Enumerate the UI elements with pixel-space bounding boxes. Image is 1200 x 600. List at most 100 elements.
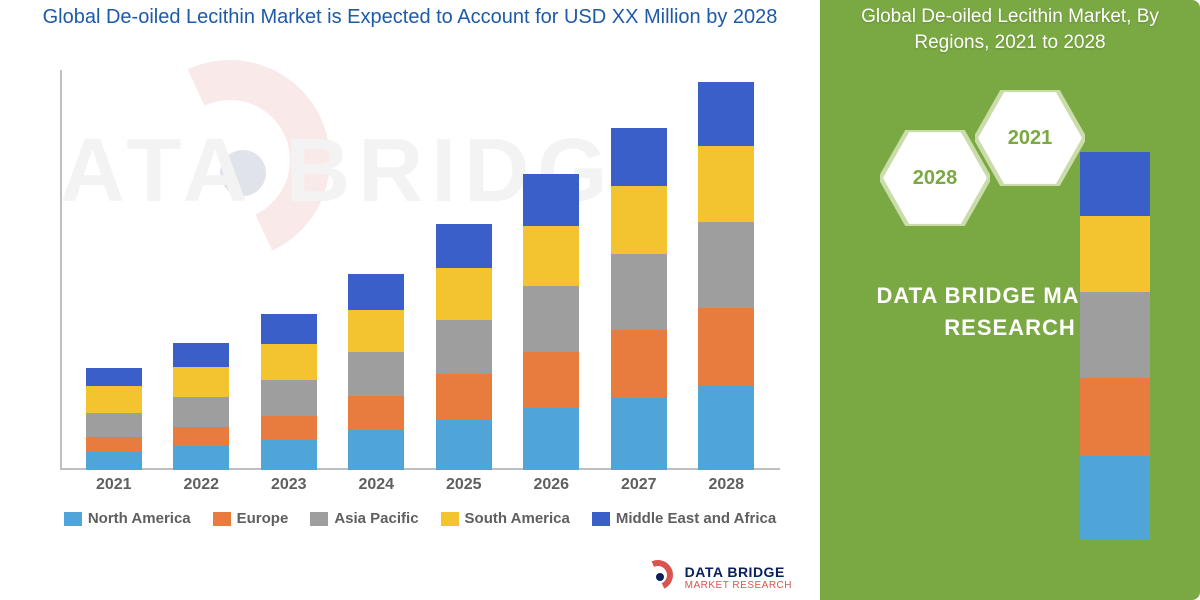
bar-segment xyxy=(261,440,317,470)
page-root: ATA BRIDG Global De-oiled Lecithin Marke… xyxy=(0,0,1200,600)
footer-logo-icon xyxy=(643,560,677,594)
bar-segment xyxy=(1080,292,1150,378)
hex-2028: 2028 xyxy=(880,130,990,226)
bar-segment xyxy=(523,226,579,286)
bar xyxy=(348,274,404,470)
bar-segment xyxy=(348,430,404,470)
right-bar-2028 xyxy=(1080,152,1150,540)
x-tick-label: 2023 xyxy=(245,476,333,494)
x-tick-label: 2022 xyxy=(158,476,246,494)
legend-item: North America xyxy=(64,510,191,527)
bar-segment xyxy=(173,367,229,397)
bar-segment xyxy=(173,427,229,446)
bar-segment xyxy=(348,352,404,396)
footer-logo-line1: DATA BRIDGE xyxy=(685,564,792,580)
bar xyxy=(261,314,317,470)
x-tick-label: 2028 xyxy=(683,476,771,494)
bar xyxy=(86,368,142,470)
right-panel: Global De-oiled Lecithin Market, By Regi… xyxy=(820,0,1200,600)
x-tick-label: 2025 xyxy=(420,476,508,494)
bar-slot xyxy=(420,224,508,470)
bar-segment xyxy=(86,368,142,386)
bar-slot xyxy=(683,82,771,470)
legend-item: South America xyxy=(441,510,570,527)
bar-segment xyxy=(173,446,229,470)
bar xyxy=(436,224,492,470)
bar-slot xyxy=(70,368,158,470)
bar-segment xyxy=(261,314,317,344)
bar-segment xyxy=(86,413,142,437)
footer-logo-text: DATA BRIDGE MARKET RESEARCH xyxy=(685,564,792,591)
hex-2021-label: 2021 xyxy=(1008,127,1053,150)
legend-label: Asia Pacific xyxy=(334,510,418,527)
bar-segment xyxy=(698,146,754,222)
bar-segment xyxy=(348,310,404,352)
bar xyxy=(173,343,229,470)
bar-segment xyxy=(86,452,142,470)
bars-container xyxy=(60,70,780,470)
bar-slot xyxy=(595,128,683,470)
x-tick-label: 2026 xyxy=(508,476,596,494)
bar-segment xyxy=(698,222,754,308)
legend-swatch xyxy=(592,512,610,526)
bar-segment xyxy=(1080,378,1150,456)
legend: North America Europe Asia Pacific South Ame… xyxy=(40,510,800,527)
bar-segment xyxy=(436,374,492,420)
bar-segment xyxy=(436,320,492,374)
bar-segment xyxy=(1080,216,1150,292)
bar-segment xyxy=(1080,456,1150,540)
bar-segment xyxy=(698,308,754,386)
legend-swatch xyxy=(441,512,459,526)
bar-segment xyxy=(261,416,317,440)
hex-2021: 2021 xyxy=(975,90,1085,186)
legend-label: Europe xyxy=(237,510,289,527)
bar-segment xyxy=(261,380,317,416)
bar-segment xyxy=(611,186,667,254)
left-panel: ATA BRIDG Global De-oiled Lecithin Marke… xyxy=(0,0,820,600)
bar-segment xyxy=(523,352,579,408)
bar-segment xyxy=(348,396,404,430)
bar-segment xyxy=(261,344,317,380)
bar-segment xyxy=(523,286,579,352)
x-tick-label: 2027 xyxy=(595,476,683,494)
bar-segment xyxy=(86,437,142,452)
x-tick-label: 2021 xyxy=(70,476,158,494)
bar-segment xyxy=(698,386,754,470)
bar-slot xyxy=(508,174,596,470)
bar xyxy=(523,174,579,470)
bar-segment xyxy=(436,268,492,320)
legend-item: Asia Pacific xyxy=(310,510,418,527)
legend-swatch xyxy=(64,512,82,526)
chart-title: Global De-oiled Lecithin Market is Expec… xyxy=(0,4,820,31)
bar-segment xyxy=(348,274,404,310)
chart-plot-area xyxy=(60,70,780,470)
hex-2028-label: 2028 xyxy=(913,167,958,190)
legend-swatch xyxy=(310,512,328,526)
bar xyxy=(611,128,667,470)
bar xyxy=(698,82,754,470)
bar-slot xyxy=(333,274,421,470)
legend-item: Europe xyxy=(213,510,289,527)
bar-segment xyxy=(173,343,229,367)
legend-label: North America xyxy=(88,510,191,527)
legend-item: Middle East and Africa xyxy=(592,510,776,527)
right-title: Global De-oiled Lecithin Market, By Regi… xyxy=(820,4,1200,55)
bar-segment xyxy=(523,174,579,226)
bar-segment xyxy=(523,408,579,470)
legend-swatch xyxy=(213,512,231,526)
x-tick-label: 2024 xyxy=(333,476,421,494)
bar-segment xyxy=(698,82,754,146)
bar-segment xyxy=(86,386,142,413)
bar-slot xyxy=(245,314,333,470)
footer-logo: DATA BRIDGE MARKET RESEARCH xyxy=(643,560,792,594)
legend-label: South America xyxy=(465,510,570,527)
bar-segment xyxy=(611,330,667,398)
bar-slot xyxy=(158,343,246,470)
bar-segment xyxy=(436,420,492,470)
bar-segment xyxy=(611,128,667,186)
bar-segment xyxy=(1080,152,1150,216)
legend-label: Middle East and Africa xyxy=(616,510,776,527)
footer-logo-line2: MARKET RESEARCH xyxy=(685,580,792,591)
bar-segment xyxy=(611,254,667,330)
bar-segment xyxy=(173,397,229,427)
